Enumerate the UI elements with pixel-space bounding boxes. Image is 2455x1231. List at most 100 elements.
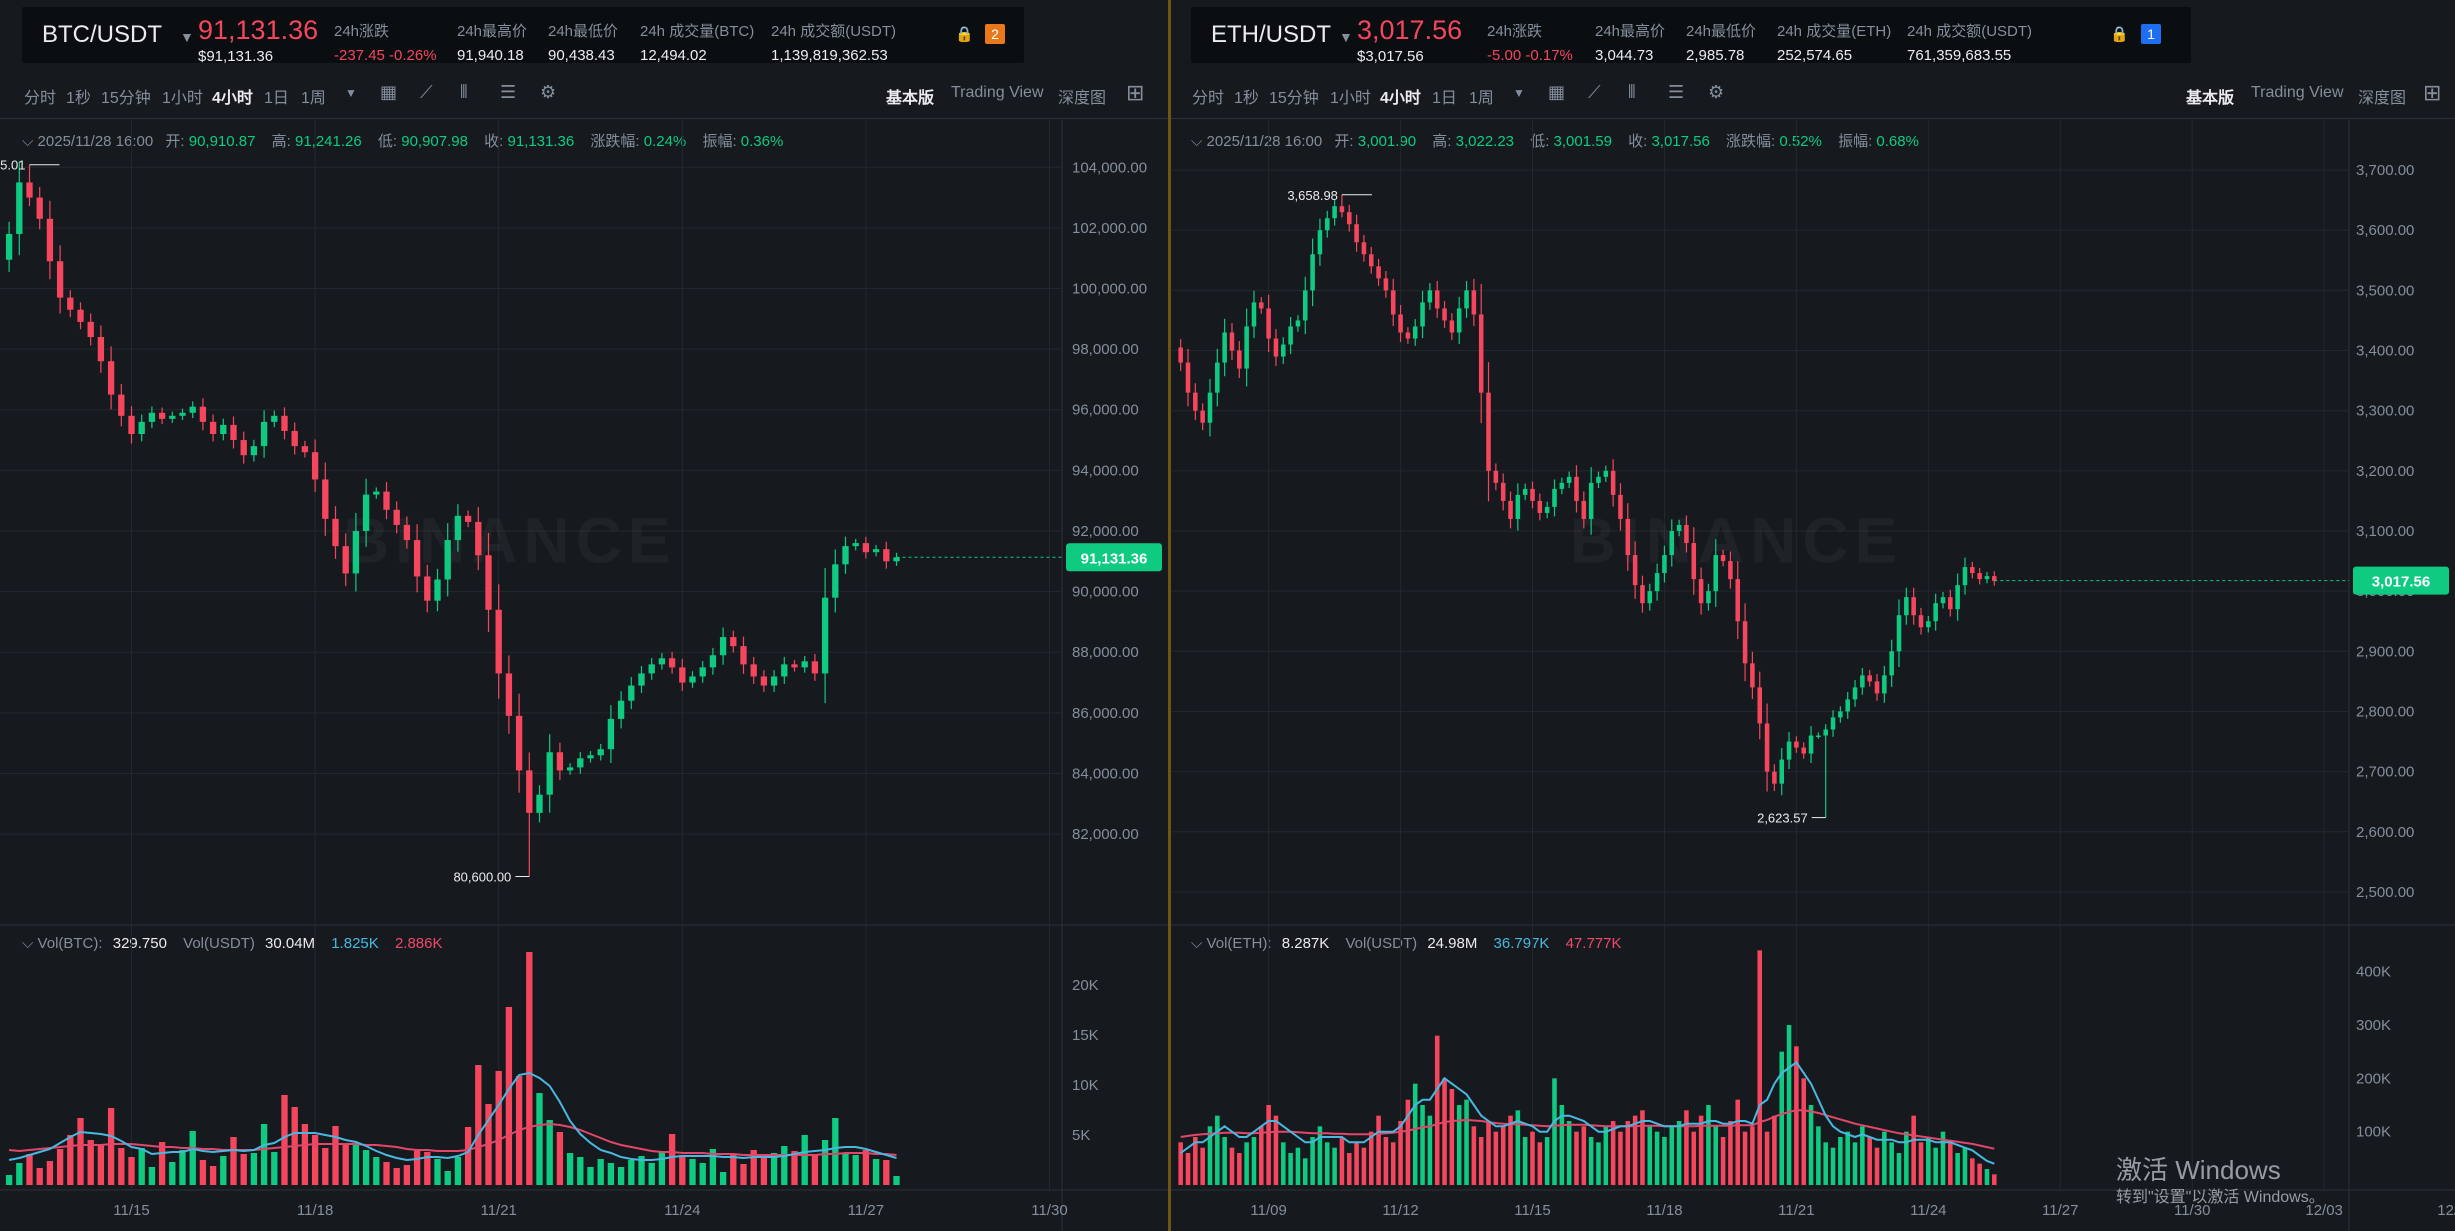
volume-bar — [1464, 1099, 1469, 1185]
candle-body — [1970, 567, 1975, 574]
price-tick-label: 3,400.00 — [2356, 343, 2414, 360]
gear-icon[interactable]: ⚙ — [1708, 82, 1725, 102]
interval-tab-1h[interactable]: 1小时 — [162, 90, 203, 107]
volume-collapse-chevron-icon[interactable]: ⌵ — [22, 935, 38, 952]
date-tick-label: 11/15 — [113, 1202, 149, 1219]
more-intervals-chevron-icon[interactable]: ▼ — [1513, 86, 1525, 100]
candle-body — [1508, 500, 1513, 519]
candle-body — [1830, 717, 1836, 730]
volume-bar — [1823, 1142, 1828, 1185]
candle-body — [628, 685, 635, 701]
view-tab-tradingview[interactable]: Trading View — [951, 84, 1044, 101]
interval-tab-4h[interactable]: 4小时 — [212, 90, 253, 107]
candle-type-icon[interactable]: ⫴ — [1628, 82, 1636, 102]
pair-dropdown-chevron-icon[interactable]: ▼ — [180, 29, 194, 45]
ohlc-amplitude-label: 振幅: — [702, 133, 737, 150]
calendar-icon[interactable]: ▦ — [1548, 82, 1566, 102]
candle-body — [1948, 597, 1953, 610]
eth-candlestick-chart[interactable]: 3,700.00 3,600.00 3,500.00 3,400.00 3,300.00… — [1171, 0, 2455, 1231]
candle-body — [1904, 597, 1909, 616]
volume-ma-long-line — [1180, 1109, 1995, 1150]
candle-body — [1750, 663, 1755, 688]
btc-candlestick-chart[interactable]: 104,000.00 102,000.00 100,000.00 98,000.00 9… — [0, 0, 1168, 1231]
interval-tab-15m[interactable]: 15分钟 — [1269, 90, 1319, 107]
candle-body — [1992, 576, 1997, 581]
candle-body — [1317, 230, 1323, 255]
layout-badge[interactable]: 1 — [2141, 24, 2161, 44]
candle-body — [291, 430, 298, 447]
indicator-icon[interactable]: ⟋ — [420, 82, 433, 102]
volume-bar — [332, 1126, 339, 1185]
volume-bar — [271, 1152, 278, 1185]
pair-dropdown-chevron-icon[interactable]: ▼ — [1339, 29, 1353, 45]
date-tick-label: 11/24 — [664, 1202, 700, 1219]
volume-bar — [1368, 1131, 1374, 1185]
interval-tab-4h[interactable]: 4小时 — [1380, 90, 1421, 107]
view-tab-basic[interactable]: 基本版 — [886, 90, 935, 107]
volume-collapse-chevron-icon[interactable]: ⌵ — [1191, 935, 1207, 952]
interval-tab-1h[interactable]: 1小时 — [1330, 90, 1371, 107]
interval-tab-time[interactable]: 分时 — [1192, 90, 1225, 107]
interval-tab-1d[interactable]: 1日 — [264, 90, 289, 107]
candle-body — [1537, 500, 1543, 513]
price-tick-label: 3,500.00 — [2356, 282, 2414, 299]
indicator-icon[interactable]: ⟋ — [1588, 82, 1601, 102]
candle-body — [1383, 278, 1389, 291]
eth-stat-label-volume: 24h 成交量(ETH) — [1777, 23, 1892, 40]
candle-body — [1288, 326, 1293, 345]
eth-pair-name[interactable]: ETH/USDT — [1211, 21, 1331, 48]
candle-body — [1911, 597, 1916, 616]
volume-bar — [1508, 1115, 1513, 1185]
chart-settings-icon[interactable]: ☰ — [500, 82, 517, 102]
view-tab-depth[interactable]: 深度图 — [1058, 90, 1107, 107]
gear-icon[interactable]: ⚙ — [540, 82, 557, 102]
interval-tab-1w[interactable]: 1周 — [1469, 90, 1494, 107]
eth-stat-volume: 252,574.65 — [1777, 47, 1853, 64]
candle-body — [403, 524, 411, 541]
panel-divider[interactable] — [1168, 0, 1171, 1231]
candle-body — [801, 661, 808, 668]
btc-pair-name[interactable]: BTC/USDT — [42, 21, 162, 48]
interval-tab-1d[interactable]: 1日 — [1432, 90, 1457, 107]
candle-body — [1698, 579, 1704, 604]
candle-body — [597, 749, 604, 756]
price-tick-label: 2,800.00 — [2356, 703, 2414, 720]
candle-body — [1720, 555, 1726, 562]
interval-tab-time[interactable]: 分时 — [24, 90, 57, 107]
layout-grid-icon[interactable]: ⊞ — [2423, 80, 2442, 105]
lock-icon[interactable]: 🔒 — [955, 26, 974, 43]
interval-tab-1w[interactable]: 1周 — [301, 90, 326, 107]
more-intervals-chevron-icon[interactable]: ▼ — [345, 86, 357, 100]
candle-body — [1838, 711, 1843, 718]
volume-bar — [1544, 1137, 1550, 1185]
view-tab-basic[interactable]: 基本版 — [2186, 90, 2235, 107]
view-tab-depth[interactable]: 深度图 — [2358, 90, 2407, 107]
chart-settings-icon[interactable]: ☰ — [1668, 82, 1685, 102]
layout-badge[interactable]: 2 — [985, 24, 1005, 44]
layout-grid-icon[interactable]: ⊞ — [1126, 80, 1145, 105]
volume-bar — [1471, 1126, 1477, 1185]
candle-body — [1434, 290, 1440, 309]
volume-bar — [1860, 1126, 1865, 1185]
collapse-chevron-icon[interactable]: ⌵ — [1191, 133, 1207, 150]
volume-bar — [536, 1093, 543, 1185]
candle-body — [1442, 308, 1447, 321]
volume-bar — [1478, 1137, 1484, 1185]
calendar-icon[interactable]: ▦ — [380, 82, 398, 102]
eth-toolbar: 分时 1秒 15分钟 1小时 4小时 1日 1周 ▼ ▦ ⟋ ⫴ ☰ ⚙ 基本版… — [1171, 80, 2455, 110]
candle-body — [536, 794, 543, 813]
candle-type-icon[interactable]: ⫴ — [460, 82, 468, 102]
interval-tab-1s[interactable]: 1秒 — [66, 90, 91, 107]
candle-body — [1596, 476, 1601, 483]
candle-body — [26, 182, 33, 198]
interval-tab-1s[interactable]: 1秒 — [1234, 90, 1259, 107]
volume-bar — [1427, 1115, 1433, 1185]
view-tab-tradingview[interactable]: Trading View — [2251, 84, 2344, 101]
volume-tick-label: 300K — [2356, 1017, 2391, 1034]
windows-activation-title: 激活 Windows — [2116, 1155, 2281, 1185]
interval-tab-15m[interactable]: 15分钟 — [101, 90, 151, 107]
lock-icon[interactable]: 🔒 — [2110, 26, 2129, 43]
btc-stat-label-change: 24h涨跌 — [334, 23, 390, 40]
collapse-chevron-icon[interactable]: ⌵ — [22, 133, 38, 150]
ohlc-high: 3,022.23 — [1455, 133, 1515, 150]
